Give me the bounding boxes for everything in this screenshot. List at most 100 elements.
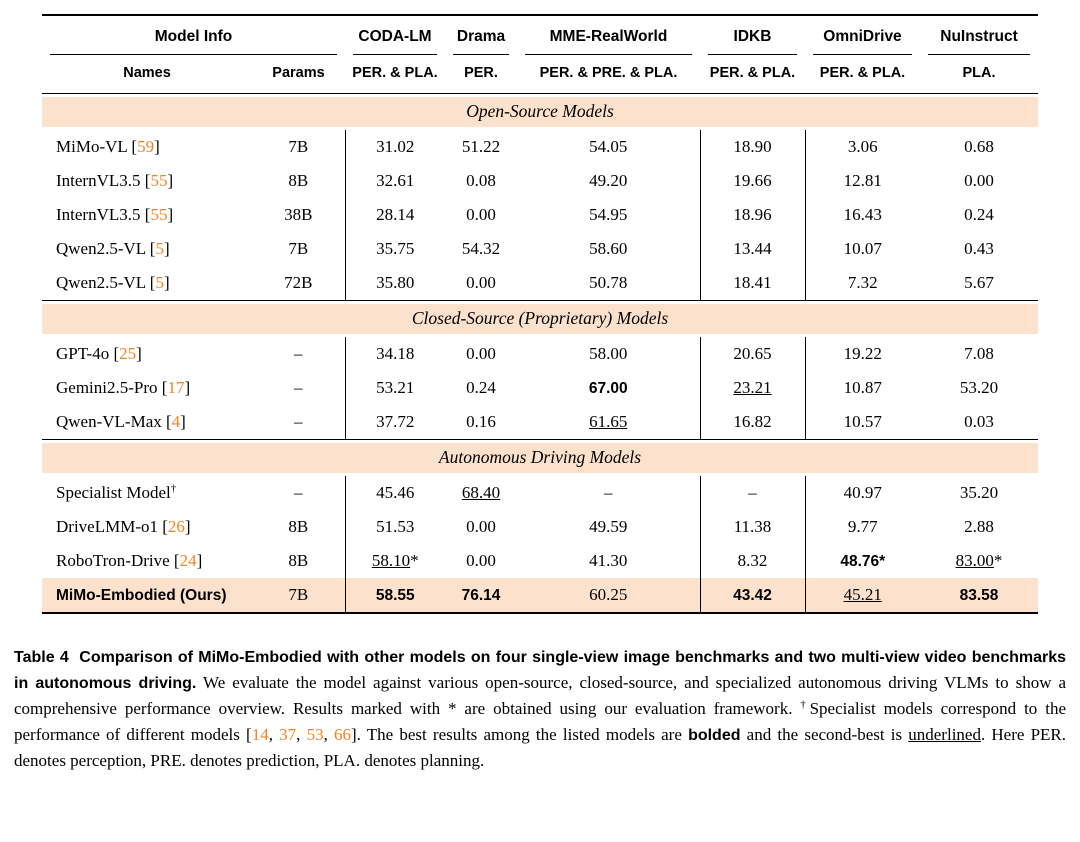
citation-link[interactable]: 17 xyxy=(167,378,185,397)
table-row: Specialist Model† – 45.46 68.40 – – 40.97 35.20 xyxy=(42,476,1038,510)
metric-value: 2.88 xyxy=(964,517,994,536)
metric-value: 23.21 xyxy=(733,378,772,397)
caption-citation-link[interactable]: 66 xyxy=(333,724,351,744)
metric-value: 48.76 xyxy=(840,553,880,570)
metric-value: 5.67 xyxy=(964,273,994,292)
metric-value-cell: 0.68 xyxy=(920,130,1038,164)
metric-value-cell: 0.08 xyxy=(445,164,517,198)
model-name-cell: Qwen2.5-VL [5] xyxy=(42,266,252,301)
model-name-cell: Specialist Model† xyxy=(42,476,252,510)
metric-value-cell: 83.00* xyxy=(920,544,1038,578)
metric-value-cell: 7.32 xyxy=(804,266,920,301)
metric-value-cell: 50.78 xyxy=(517,266,700,301)
metric-value-cell: 10.57 xyxy=(804,405,920,440)
metric-value: 7.32 xyxy=(847,273,878,292)
caption-segment: We evaluate the model against various op… xyxy=(14,673,1067,718)
metric-value: 0.24 xyxy=(964,205,994,224)
citation-link[interactable]: 5 xyxy=(155,273,164,292)
metric-value-cell: 0.00 xyxy=(445,266,517,301)
metric-value: 32.61 xyxy=(376,171,415,190)
params-cell: 7B xyxy=(288,239,309,258)
metric-value: 60.25 xyxy=(589,585,628,604)
citation-link[interactable]: 25 xyxy=(119,344,137,363)
metric-value: 34.18 xyxy=(376,344,415,363)
citation-link[interactable]: 5 xyxy=(155,239,164,258)
metric-value: 58.55 xyxy=(375,587,415,604)
metric-value-cell: 40.97 xyxy=(804,476,920,510)
metric-value-cell: 35.20 xyxy=(920,476,1038,510)
metric-value-cell: 37.72 xyxy=(344,405,445,440)
header-metric-coda-lm: PER. & PLA. xyxy=(345,55,445,94)
citation-link[interactable]: 26 xyxy=(167,517,185,536)
params-cell: 72B xyxy=(284,273,313,292)
metric-value: 41.30 xyxy=(589,551,628,570)
citation-bracket: ] xyxy=(180,412,186,431)
metric-value-cell: 0.24 xyxy=(445,371,517,405)
metric-value-cell: 8.32 xyxy=(699,544,805,578)
metric-value: 0.00 xyxy=(466,273,496,292)
metric-value: 31.02 xyxy=(376,137,415,156)
table-row: MiMo-VL [59] 7B 31.02 51.22 54.05 18.90 3.06 0.… xyxy=(42,130,1038,164)
header-names: Names xyxy=(42,55,252,94)
caption-citation-link[interactable]: 14 xyxy=(251,724,269,744)
metric-value-cell: 28.14 xyxy=(344,198,445,232)
metric-value: 0.16 xyxy=(466,412,496,431)
header-benchmark-drama: Drama xyxy=(445,15,517,55)
metric-value-cell: 0.00 xyxy=(445,544,517,578)
metric-value-cell: 58.55 xyxy=(344,578,445,613)
params-cell: 38B xyxy=(284,205,313,224)
metric-value-cell: 48.76* xyxy=(804,544,920,578)
citation-bracket: ] xyxy=(167,171,174,190)
metric-value-cell: 0.43 xyxy=(920,232,1038,266)
metric-value: 54.95 xyxy=(589,205,628,224)
metric-value: 0.43 xyxy=(964,239,994,258)
metric-value: 68.40 xyxy=(461,483,501,502)
metric-value-cell: 18.41 xyxy=(699,266,805,301)
table-row: Qwen2.5-VL [5] 7B 35.75 54.32 58.60 13.44 10.0… xyxy=(42,232,1038,266)
metric-value-cell: 19.22 xyxy=(804,337,920,371)
model-name: RoboTron-Drive xyxy=(56,551,170,570)
metric-value: 45.21 xyxy=(843,585,882,604)
metric-value-cell: 45.21 xyxy=(804,578,920,613)
metric-value: 61.65 xyxy=(589,412,628,431)
citation-link[interactable]: 59 xyxy=(137,137,155,156)
metric-value-cell: 20.65 xyxy=(699,337,805,371)
metric-value-cell: 58.10* xyxy=(344,544,445,578)
citation-link[interactable]: 55 xyxy=(150,171,168,190)
caption-segment: Specialist models correspond to the perf… xyxy=(14,699,1067,744)
benchmark-label: OmniDrive xyxy=(813,28,912,55)
metric-value: 0.03 xyxy=(964,412,994,431)
section-band-row: Autonomous Driving Models xyxy=(42,439,1038,476)
metric-value-cell: 49.59 xyxy=(517,510,700,544)
model-name-cell: InternVL3.5 [55] xyxy=(42,164,252,198)
citation-link[interactable]: 55 xyxy=(150,205,168,224)
metric-value: 54.05 xyxy=(589,137,628,156)
metric-value-cell: 5.67 xyxy=(920,266,1038,301)
table-row: MiMo-Embodied (Ours) 7B 58.55 76.14 60.25 43.… xyxy=(42,578,1038,613)
params-cell: – xyxy=(294,344,303,363)
metric-value: 45.46 xyxy=(376,483,415,502)
value-asterisk: * xyxy=(410,551,419,570)
caption-segment: . Here PER. denotes perception, PRE. den… xyxy=(14,724,1067,770)
metric-value: 0.00 xyxy=(466,551,496,570)
header-benchmark-coda-lm: CODA-LM xyxy=(345,15,445,55)
metric-value-cell: 83.58 xyxy=(920,578,1038,613)
section-band-cell: Closed-Source (Proprietary) Models xyxy=(42,300,1038,337)
citation-link[interactable]: 24 xyxy=(179,551,197,570)
caption-citation-link[interactable]: 53 xyxy=(306,724,324,744)
metric-value-cell: – xyxy=(517,476,700,510)
header-metric-mme-realworld: PER. & PRE. & PLA. xyxy=(517,55,700,94)
header-benchmark-nuinstruct: NuInstruct xyxy=(920,15,1038,55)
params-cell: 8B xyxy=(288,171,309,190)
table-row: InternVL3.5 [55] 38B 28.14 0.00 54.95 18.96 16… xyxy=(42,198,1038,232)
citation-bracket: [ xyxy=(169,551,180,570)
citation-bracket: [ xyxy=(145,239,156,258)
metric-value: 53.21 xyxy=(376,378,415,397)
metric-value: 12.81 xyxy=(843,171,882,190)
model-name: Gemini2.5-Pro xyxy=(56,378,158,397)
caption-segment: bolded xyxy=(688,726,741,744)
value-asterisk: * xyxy=(879,553,886,570)
caption-citation-link[interactable]: 37 xyxy=(279,724,297,744)
citation-link[interactable]: 4 xyxy=(171,412,181,431)
header-benchmark-omnidrive: OmniDrive xyxy=(805,15,920,55)
